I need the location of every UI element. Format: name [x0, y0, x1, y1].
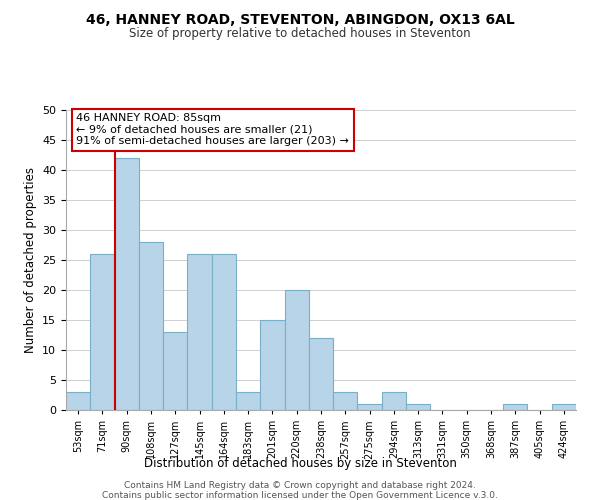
Bar: [333, 392, 358, 410]
Text: Size of property relative to detached houses in Steventon: Size of property relative to detached ho…: [129, 28, 471, 40]
Bar: [552, 404, 576, 410]
Bar: [358, 404, 382, 410]
Bar: [260, 320, 284, 410]
Bar: [236, 392, 260, 410]
Bar: [139, 242, 163, 410]
Bar: [503, 404, 527, 410]
Bar: [90, 254, 115, 410]
Bar: [284, 290, 309, 410]
Bar: [115, 158, 139, 410]
Bar: [382, 392, 406, 410]
Y-axis label: Number of detached properties: Number of detached properties: [23, 167, 37, 353]
Text: Contains HM Land Registry data © Crown copyright and database right 2024.: Contains HM Land Registry data © Crown c…: [124, 481, 476, 490]
Bar: [212, 254, 236, 410]
Text: Distribution of detached houses by size in Steventon: Distribution of detached houses by size …: [143, 458, 457, 470]
Bar: [309, 338, 333, 410]
Bar: [163, 332, 187, 410]
Text: Contains public sector information licensed under the Open Government Licence v.: Contains public sector information licen…: [102, 491, 498, 500]
Text: 46, HANNEY ROAD, STEVENTON, ABINGDON, OX13 6AL: 46, HANNEY ROAD, STEVENTON, ABINGDON, OX…: [86, 12, 514, 26]
Bar: [187, 254, 212, 410]
Bar: [66, 392, 90, 410]
Bar: [406, 404, 430, 410]
Text: 46 HANNEY ROAD: 85sqm
← 9% of detached houses are smaller (21)
91% of semi-detac: 46 HANNEY ROAD: 85sqm ← 9% of detached h…: [76, 113, 349, 146]
